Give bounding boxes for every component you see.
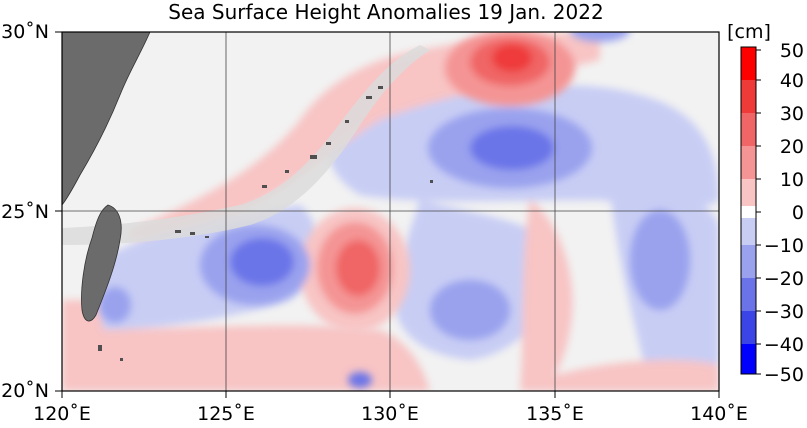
colorbar-tick-neg20: −20 (764, 268, 804, 290)
colorbar-block-zero (741, 206, 756, 218)
colorbar-block-neg40 (741, 311, 756, 344)
colorbar-tick-neg40: −40 (764, 334, 804, 356)
cold-patch-south (348, 372, 372, 388)
lon-label-125: 125˚E (197, 403, 255, 425)
map-title: Sea Surface Height Anomalies 19 Jan. 202… (168, 0, 603, 24)
warm-eddy-north-core (492, 44, 532, 72)
colorbar-block-pos30 (741, 113, 756, 146)
cold-patch-taiwan (99, 287, 131, 323)
colorbar-block-pos50 (741, 47, 756, 80)
colorbar-ticks (756, 49, 761, 375)
colorbar-tick-neg10: −10 (764, 235, 804, 257)
map-area (62, 32, 719, 391)
colorbar: [cm] 50 40 (727, 21, 804, 386)
ryukyu-islands (98, 86, 433, 361)
colorbar-frame (740, 46, 757, 375)
colorbar-tick-0: 0 (792, 202, 804, 224)
map-frame-ticks (55, 31, 720, 398)
cold-patch-east (630, 210, 690, 310)
colorbar-tick-40: 40 (780, 70, 804, 92)
lat-label-30: 30˚N (1, 21, 49, 43)
cold-eddy-north-core (470, 126, 554, 170)
colorbar-tick-neg30: −30 (764, 301, 804, 323)
colorbar-block-pos20 (741, 146, 756, 179)
coastal-data-gap (62, 45, 430, 245)
colorbar-block-pos10 (741, 179, 756, 206)
positive-anomaly-ridge (520, 200, 573, 391)
lat-label-25: 25˚N (1, 201, 49, 223)
colorbar-block-neg20 (741, 245, 756, 278)
warm-eddy-core (336, 240, 380, 296)
colorbar-tick-20: 20 (780, 136, 804, 158)
colorbar-tick-10: 10 (780, 169, 804, 191)
cold-eddy-west-core (230, 238, 294, 286)
colorbar-tick-30: 30 (780, 103, 804, 125)
map-gridlines (62, 32, 719, 391)
positive-anomaly-west (62, 300, 110, 391)
lon-label-130: 130˚E (361, 403, 419, 425)
colorbar-tick-neg50: −50 (764, 364, 804, 386)
taiwan-island (81, 204, 122, 322)
colorbar-block-neg10 (741, 218, 756, 245)
colorbar-block-pos40 (741, 80, 756, 113)
colorbar-block-neg50 (741, 344, 756, 374)
lon-label-120: 120˚E (33, 403, 91, 425)
lat-label-20: 20˚N (1, 380, 49, 402)
positive-anomaly-south (62, 325, 430, 391)
colorbar-unit: [cm] (727, 21, 771, 43)
colorbar-tick-50: 50 (780, 40, 804, 62)
lon-label-135: 135˚E (526, 403, 584, 425)
eddies (99, 32, 690, 388)
colorbar-block-neg30 (741, 278, 756, 311)
lon-label-140: 140˚E (690, 403, 748, 425)
cold-patch-north-east (570, 32, 630, 42)
positive-anomaly-south-east (540, 360, 719, 391)
cold-patch-central (430, 280, 510, 340)
china-mainland (62, 32, 151, 206)
colorbar-blocks (741, 47, 756, 374)
